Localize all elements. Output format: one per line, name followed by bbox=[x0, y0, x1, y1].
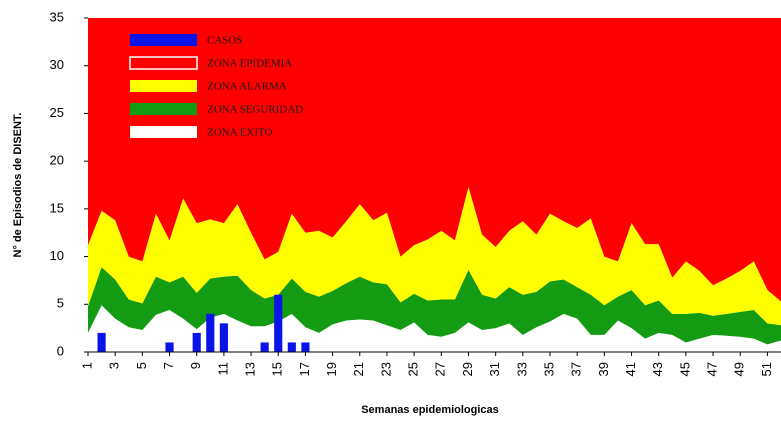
bar bbox=[165, 342, 174, 352]
y-tick-label: 0 bbox=[57, 343, 64, 358]
x-tick-label: 25 bbox=[406, 362, 421, 376]
x-tick-label: 47 bbox=[704, 362, 719, 376]
x-tick-label: 5 bbox=[134, 362, 149, 369]
y-tick-label: 20 bbox=[50, 153, 64, 168]
x-tick-label: 33 bbox=[514, 362, 529, 376]
x-tick-label: 3 bbox=[107, 362, 122, 369]
x-tick-label: 11 bbox=[215, 362, 230, 376]
area bbox=[88, 18, 781, 302]
x-tick-label: 7 bbox=[161, 362, 176, 369]
bar bbox=[301, 342, 310, 352]
legend-swatch bbox=[129, 56, 198, 70]
legend-swatch bbox=[130, 80, 197, 92]
legend-label: ZONA EPIDEMIA bbox=[207, 58, 292, 70]
x-tick-label: 9 bbox=[188, 362, 203, 369]
y-tick-label: 25 bbox=[50, 105, 64, 120]
x-tick-label: 21 bbox=[351, 362, 366, 376]
y-tick-label: 30 bbox=[50, 57, 64, 72]
x-tick-label: 39 bbox=[596, 362, 611, 376]
area bbox=[88, 267, 781, 345]
x-tick-label: 17 bbox=[297, 362, 312, 376]
bar bbox=[274, 294, 283, 352]
x-tick-label: 15 bbox=[270, 362, 285, 376]
bar bbox=[219, 323, 228, 352]
area bbox=[88, 305, 781, 352]
y-tick-label: 10 bbox=[50, 248, 64, 263]
x-tick-label: 23 bbox=[378, 362, 393, 376]
x-tick-label: 43 bbox=[650, 362, 665, 376]
legend-label: ZONA SEGURIDAD bbox=[207, 104, 303, 116]
x-tick-label: 35 bbox=[541, 362, 556, 376]
x-tick-label: 45 bbox=[677, 362, 692, 376]
x-tick-label: 31 bbox=[487, 362, 502, 376]
bar bbox=[97, 332, 106, 352]
legend-swatch bbox=[130, 34, 197, 46]
x-tick-label: 19 bbox=[324, 362, 339, 376]
x-tick-label: 1 bbox=[79, 362, 94, 369]
y-tick-label: 5 bbox=[57, 296, 64, 311]
legend-label: CASOS bbox=[207, 35, 242, 47]
bar bbox=[206, 313, 215, 352]
x-tick-label: 49 bbox=[732, 362, 747, 376]
bar bbox=[192, 332, 201, 352]
x-tick-label: 27 bbox=[433, 362, 448, 376]
legend-label: ZONA EXITO bbox=[207, 127, 273, 139]
legend-swatch bbox=[130, 126, 197, 138]
x-tick-label: 13 bbox=[242, 362, 257, 376]
x-axis-title: Semanas epidemiologicas bbox=[361, 404, 499, 416]
area bbox=[88, 186, 781, 326]
x-tick-label: 41 bbox=[623, 362, 638, 376]
y-tick-label: 15 bbox=[50, 200, 64, 215]
x-tick-label: 51 bbox=[759, 362, 774, 376]
x-tick-label: 37 bbox=[569, 362, 584, 376]
y-tick-label: 35 bbox=[50, 9, 64, 24]
y-axis-title: N° de Episodios de DISENT. bbox=[12, 113, 24, 258]
legend-swatch bbox=[130, 103, 197, 115]
x-tick-label: 29 bbox=[460, 362, 475, 376]
legend-label: ZONA ALARMA bbox=[207, 81, 287, 93]
bar bbox=[260, 342, 269, 352]
bar bbox=[287, 342, 296, 352]
